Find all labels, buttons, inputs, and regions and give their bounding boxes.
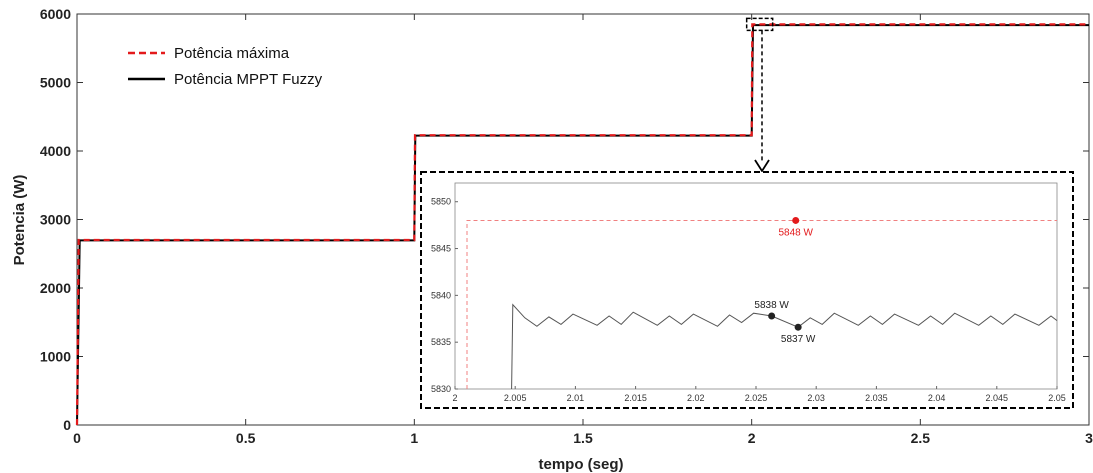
inset-x-tick-label: 2.03 bbox=[807, 393, 825, 403]
x-tick-label: 2.5 bbox=[911, 430, 931, 446]
annotation-point bbox=[768, 312, 776, 320]
annotation-label: 5838 W bbox=[754, 300, 789, 311]
inset-frame bbox=[454, 182, 1058, 390]
x-tick-label: 3 bbox=[1085, 430, 1093, 446]
annotation-label: 5848 W bbox=[778, 227, 813, 238]
x-tick-label: 0.5 bbox=[236, 430, 256, 446]
inset-y-tick-label: 5835 bbox=[431, 337, 451, 347]
inset-y-tick-label: 5840 bbox=[431, 290, 451, 300]
inset-x-tick-label: 2.025 bbox=[745, 393, 768, 403]
y-tick-label: 3000 bbox=[40, 212, 71, 228]
y-tick-label: 4000 bbox=[40, 143, 71, 159]
y-tick-label: 0 bbox=[63, 417, 71, 433]
inset-zoom-plot: 2 2.005 2.01 2.015 2.02 2.025 2.03 2.035 2.04 2.0… bbox=[420, 171, 1074, 409]
zoom-region-box bbox=[745, 17, 774, 32]
x-tick-label: 1 bbox=[410, 430, 418, 446]
y-tick-label: 2000 bbox=[40, 280, 71, 296]
y-axis-label: Potencia (W) bbox=[11, 175, 28, 266]
legend-entry: Potência MPPT Fuzzy bbox=[174, 71, 323, 88]
series-potencia-maxima bbox=[75, 23, 1089, 426]
legend-entry: Potência máxima bbox=[174, 45, 290, 62]
inset-x-tick-label: 2.05 bbox=[1048, 393, 1066, 403]
inset-x-tick-label: 2.02 bbox=[687, 393, 705, 403]
inset-x-tick-label: 2.01 bbox=[567, 393, 585, 403]
x-tick-label: 0 bbox=[73, 430, 81, 446]
y-tick-label: 6000 bbox=[40, 6, 71, 22]
zoom-arrow-head bbox=[754, 159, 770, 173]
y-tick-label: 5000 bbox=[40, 75, 71, 91]
x-tick-label: 1.5 bbox=[573, 430, 593, 446]
annotation-point bbox=[792, 216, 800, 224]
inset-y-tick-label: 5850 bbox=[431, 197, 451, 207]
inset-y-tick-label: 5845 bbox=[431, 244, 451, 254]
inset-x-tick-label: 2.015 bbox=[624, 393, 647, 403]
x-tick-label: 2 bbox=[748, 430, 756, 446]
inset-y-tick-label: 5830 bbox=[431, 384, 451, 394]
inset-x-tick-label: 2.035 bbox=[865, 393, 888, 403]
inset-x-tick-label: 2.04 bbox=[928, 393, 946, 403]
annotation-label: 5837 W bbox=[781, 334, 816, 345]
y-tick-label: 1000 bbox=[40, 349, 71, 365]
annotation-point bbox=[794, 323, 802, 331]
inset-x-tick-label: 2.005 bbox=[504, 393, 527, 403]
inset-series-potencia-maxima bbox=[466, 220, 1057, 389]
inset-x-tick-label: 2.045 bbox=[986, 393, 1009, 403]
inset-x-tick-label: 2 bbox=[452, 393, 457, 403]
x-axis-label: tempo (seg) bbox=[538, 456, 623, 473]
